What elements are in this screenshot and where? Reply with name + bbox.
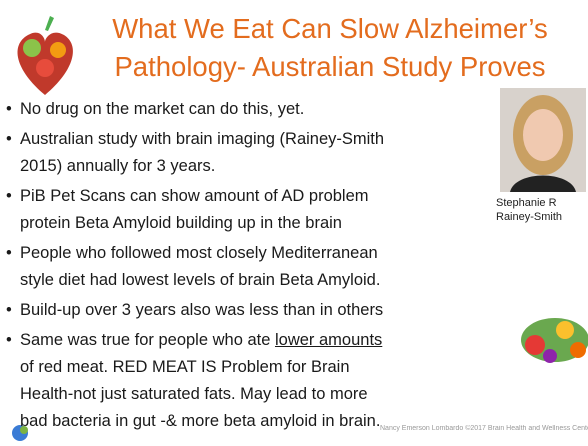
bullet-item: • Same was true for people who ate lower …	[6, 327, 382, 435]
bullet-marker: •	[6, 96, 12, 123]
bullet-text: Australian study with brain imaging (Rai…	[20, 126, 384, 180]
bullet-marker: •	[6, 240, 12, 267]
onion	[543, 349, 557, 363]
bullet-marker: •	[6, 183, 12, 210]
text-line: bad bacteria in gut -& more beta amyloid…	[20, 408, 382, 435]
face	[523, 109, 563, 161]
bullet-text: PiB Pet Scans can show amount of AD prob…	[20, 183, 369, 237]
text-line: Stephanie R	[496, 196, 562, 210]
bullet-marker: •	[6, 327, 12, 354]
kiwi	[23, 39, 41, 57]
fruit-icon	[18, 16, 73, 95]
bullet-item: • PiB Pet Scans can show amount of AD pro…	[6, 183, 369, 237]
text-line: Rainey-Smith	[496, 210, 562, 224]
bullet-marker: •	[6, 297, 12, 324]
carrot	[570, 342, 586, 358]
pepper	[556, 321, 574, 339]
underlined-text: lower amounts	[275, 331, 382, 349]
bullet-text: No drug on the market can do this, yet.	[20, 96, 304, 123]
text-line: People who followed most closely Mediter…	[20, 240, 380, 267]
text-line: PiB Pet Scans can show amount of AD prob…	[20, 183, 369, 210]
slide: What We Eat Can Slow Alzheimer’sPatholog…	[0, 0, 588, 446]
vegetables-image	[521, 318, 588, 363]
text-line: Australian study with brain imaging (Rai…	[20, 126, 384, 153]
text-line: Same was true for people who ate lower a…	[20, 327, 382, 354]
text-line: style diet had lowest levels of brain Be…	[20, 267, 380, 294]
bullet-item: • Australian study with brain imaging (Ra…	[6, 126, 384, 180]
bullet-item: • Build-up over 3 years also was less tha…	[6, 297, 383, 324]
text-line: Pathology- Australian Study Proves	[80, 48, 580, 86]
text-line: of red meat. RED MEAT IS Problem for Bra…	[20, 354, 382, 381]
orange	[50, 42, 66, 58]
bullet-item: • People who followed most closely Medite…	[6, 240, 380, 294]
bullet-marker: •	[6, 126, 12, 153]
bullet-text: People who followed most closely Mediter…	[20, 240, 380, 294]
berry	[36, 59, 54, 77]
text-line: Build-up over 3 years also was less than…	[20, 297, 383, 324]
footer: Nancy Emerson Lombardo ©2017 Brain Healt…	[380, 425, 588, 432]
text-segment: Same was true for people who ate	[20, 331, 275, 349]
leaf	[45, 16, 54, 31]
text-line: Health-not just saturated fats. May lead…	[20, 381, 382, 408]
text-line: protein Beta Amyloid building up in the …	[20, 210, 369, 237]
bullet-text: Same was true for people who ate lower a…	[20, 327, 382, 435]
tomato	[525, 335, 545, 355]
text-line: What We Eat Can Slow Alzheimer’s	[80, 10, 580, 48]
portrait-photo	[500, 88, 586, 192]
text-line: 2015) annually for 3 years.	[20, 153, 384, 180]
bullet-text: Build-up over 3 years also was less than…	[20, 297, 383, 324]
text-line: No drug on the market can do this, yet.	[20, 96, 304, 123]
bullet-item: • No drug on the market can do this, yet.	[6, 96, 304, 123]
